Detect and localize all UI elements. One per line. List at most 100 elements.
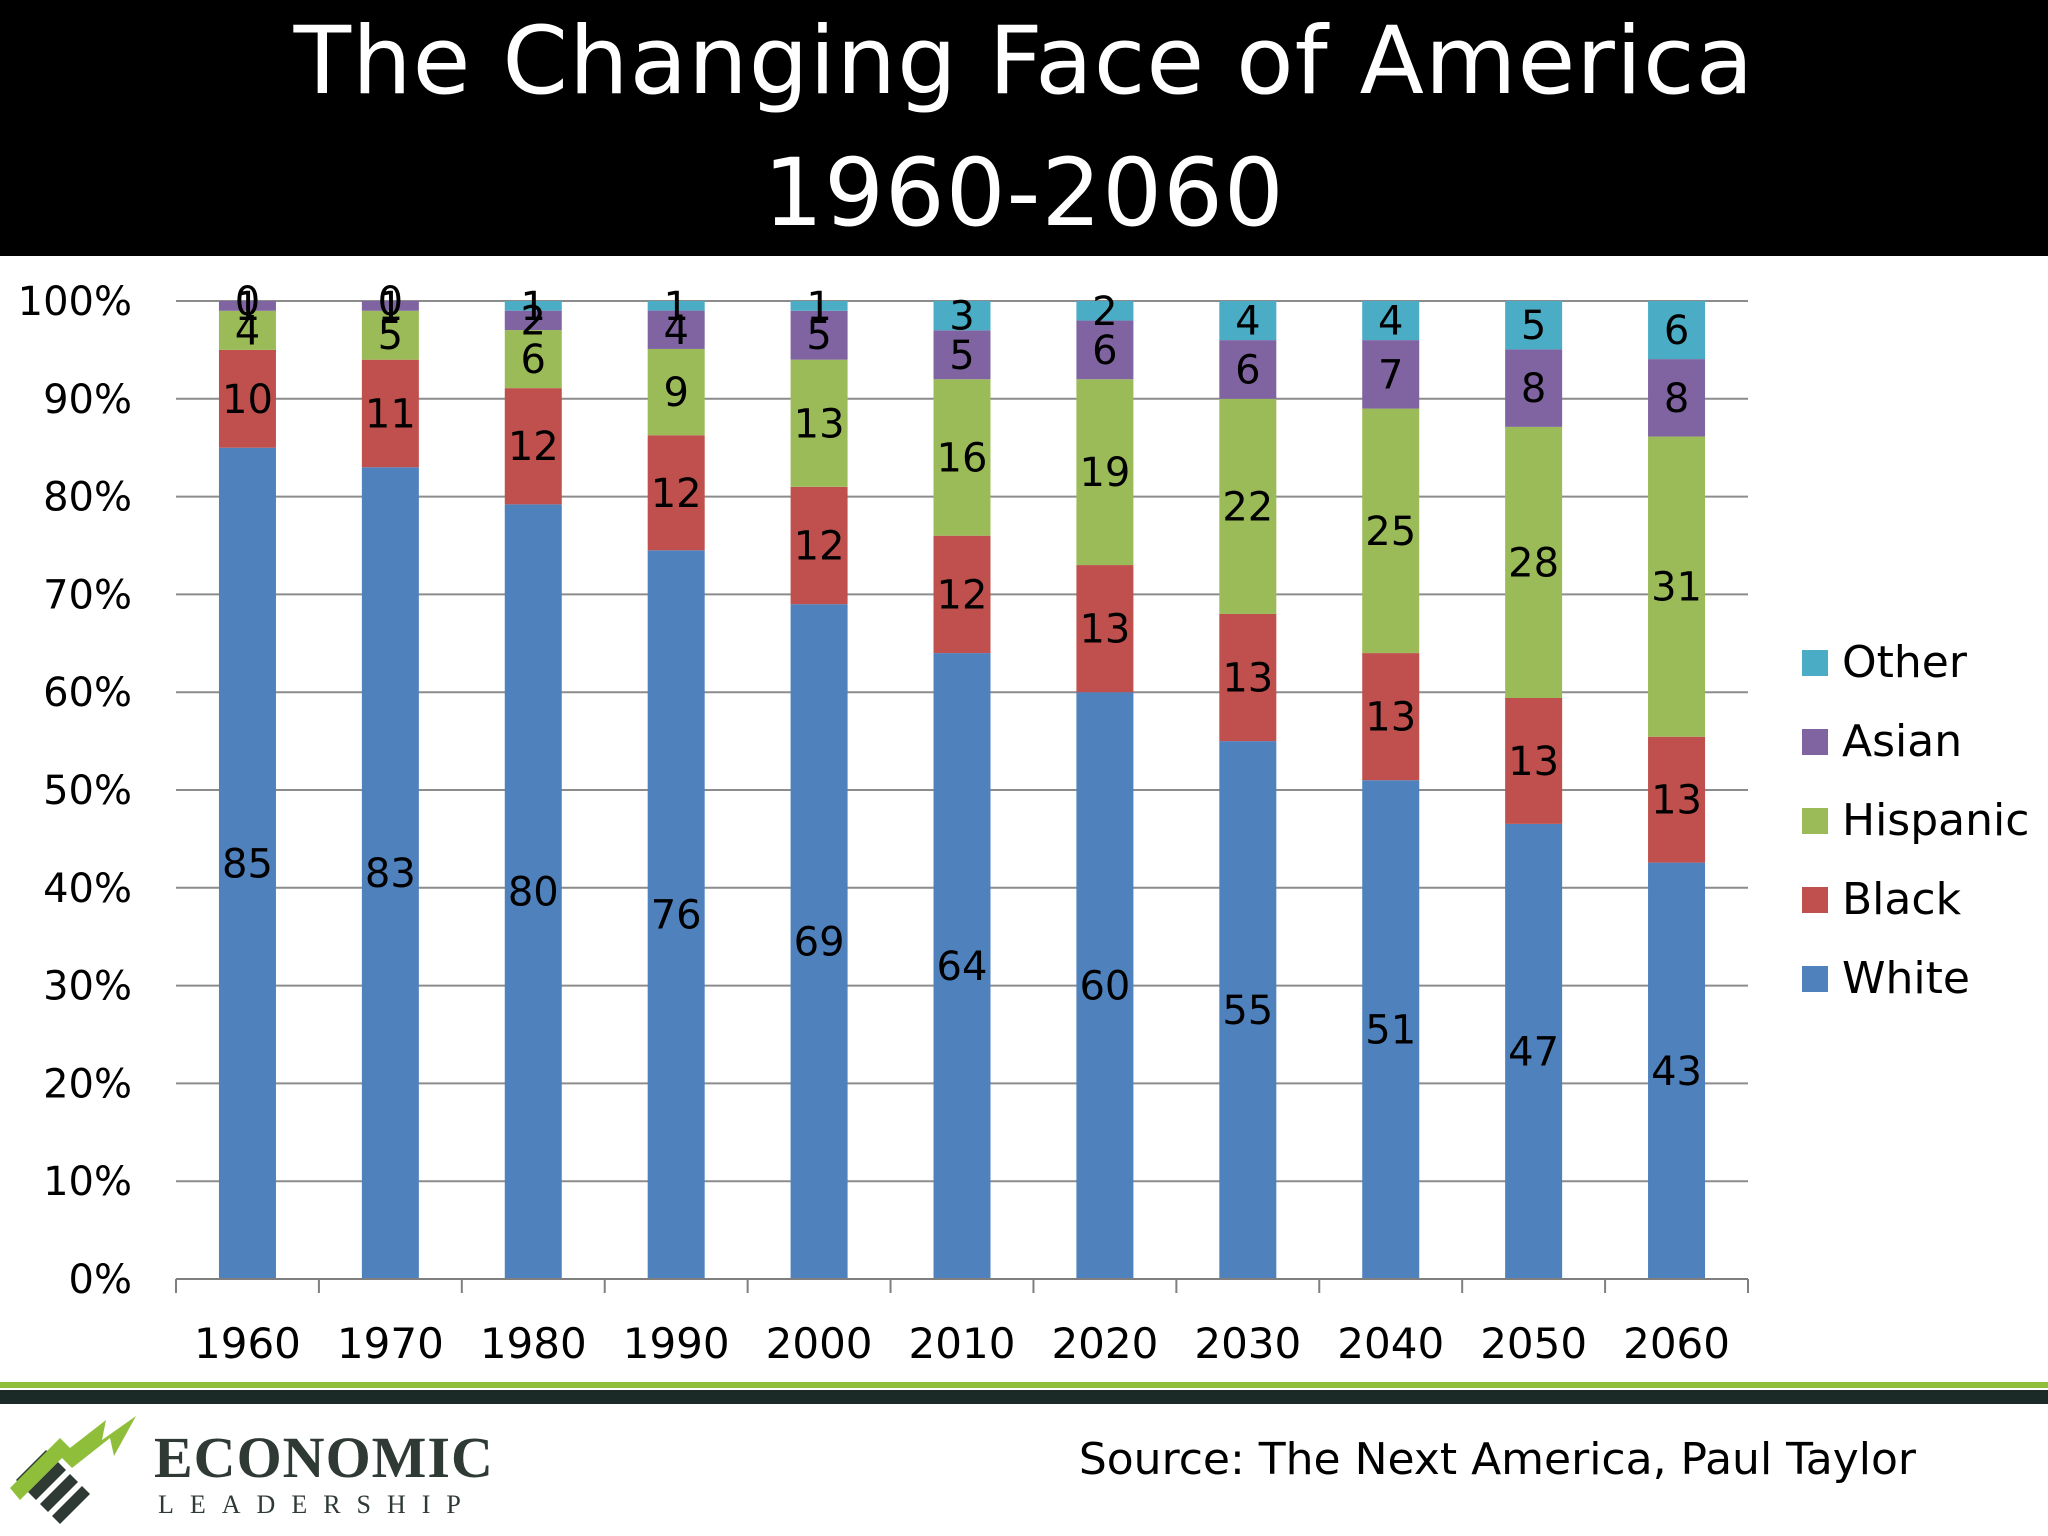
bar-segment-hispanic [1648,436,1706,737]
chart-title: The Changing Face of America [293,7,1755,116]
bar-segment-asian [218,301,276,311]
bar-segment-black [361,359,419,468]
bar-segment-other [1219,301,1277,341]
y-tick-label: 0% [69,1257,132,1303]
bar-segment-white [361,467,419,1279]
data-label-other: 4 [1235,299,1260,345]
x-tick-label: 2040 [1337,1319,1444,1368]
bar-segment-hispanic [1362,408,1420,654]
bar-segment-black [1505,698,1563,824]
x-axis-tick-labels: 1960 1970 1980 1990 2000 2010 2020 2030 2040 2050… [194,1319,1730,1368]
legend-swatch-other [1802,650,1828,676]
data-label-other: 0 [378,279,403,325]
bar-segment-white [1076,692,1134,1279]
data-label-black: 13 [1508,739,1559,785]
bar-segment-black [1219,613,1277,742]
bar-segment-hispanic [1219,398,1277,614]
x-tick-label: 1990 [623,1319,730,1368]
bar-segment-other [1362,301,1420,341]
bar-segment-white [504,504,562,1279]
data-label-black: 13 [1222,656,1273,702]
data-label-asian: 8 [1664,376,1689,422]
data-label-hispanic: 13 [794,401,845,447]
bar-segment-hispanic [504,330,562,389]
data-labels: 8510410831151080126217612941691213516412… [222,279,1702,1095]
bar-segment-black [1648,736,1706,863]
chart-subtitle: 1960-2060 [763,139,1285,248]
logo-subtitle: LEADERSHIP [158,1490,477,1519]
footer-accent-line [0,1382,2048,1388]
bar-segment-other [1076,301,1134,321]
bar-segment-hispanic [1076,379,1134,566]
data-label-other: 2 [1092,289,1117,335]
bar-segment-hispanic [218,310,276,350]
legend-swatch-white [1802,966,1828,992]
title-band: The Changing Face of America 1960-2060 [0,0,2048,256]
data-label-other: 1 [663,284,688,330]
data-label-white: 83 [365,851,416,897]
data-label-black: 12 [937,572,988,618]
data-label-white: 43 [1651,1049,1702,1095]
data-label-white: 80 [508,870,559,916]
bar-segment-asian [1648,359,1706,437]
bar-segment-hispanic [647,348,705,436]
logo-wordmark: ECONOMIC [154,1425,494,1490]
data-label-hispanic: 19 [1079,450,1130,496]
data-label-other: 1 [521,284,546,330]
x-tick-label: 2060 [1623,1319,1730,1368]
bar-segment-asian [790,310,848,360]
legend-label-black: Black [1842,874,1962,925]
data-label-hispanic: 16 [937,435,988,481]
data-label-asian: 6 [1092,328,1117,374]
bar-segment-black [218,349,276,448]
data-label-white: 47 [1508,1029,1559,1075]
bar-segment-white [647,550,705,1279]
y-axis-tick-labels: 0% 10% 20% 30% 40% 50% 60% 70% 80% 90% 100% [18,279,132,1303]
legend-label-other: Other [1842,637,1968,688]
data-label-other: 5 [1521,303,1546,349]
bar-segment-black [933,535,991,654]
data-label-asian: 5 [806,313,831,359]
footer-divider [0,1390,2048,1404]
data-label-asian: 8 [1521,366,1546,412]
legend-label-hispanic: Hispanic [1842,795,2029,846]
legend: Other Asian Hispanic Black White [1802,637,2029,1004]
legend-label-white: White [1842,953,1970,1004]
data-label-white: 60 [1079,964,1130,1010]
data-label-asian: 4 [663,308,688,354]
data-label-hispanic: 5 [378,313,403,359]
bar-segment-hispanic [361,310,419,360]
y-tick-label: 30% [43,964,132,1010]
bar-segment-white [1648,862,1706,1279]
source-note: Source: The Next America, Paul Taylor [1078,1434,1916,1485]
x-tick-label: 1970 [337,1319,444,1368]
y-tick-label: 50% [43,768,132,814]
bar-segment-asian [504,310,562,331]
bar-segment-black [1076,565,1134,693]
bar-segment-black [504,388,562,505]
bar-segment-other [504,301,562,311]
y-tick-label: 100% [18,279,132,325]
data-label-white: 76 [651,893,702,939]
data-label-asian: 1 [378,284,403,330]
legend-label-asian: Asian [1842,716,1962,767]
x-tick-label: 2000 [766,1319,873,1368]
data-label-hispanic: 9 [663,370,688,416]
bar-segment-other [1648,301,1706,360]
bar-segment-asian [361,301,419,311]
bar-segment-asian [1505,349,1563,427]
x-tick-label: 2020 [1051,1319,1158,1368]
bar-segment-hispanic [933,379,991,536]
bar-segment-hispanic [790,359,848,487]
data-label-other: 4 [1378,299,1403,345]
bar-segment-asian [933,330,991,380]
bar-segment-other [1505,301,1563,350]
bar-segment-white [1219,741,1277,1279]
bar-segment-white [933,653,991,1279]
x-tick-label: 1980 [480,1319,587,1368]
data-label-hispanic: 25 [1365,509,1416,555]
bar-segment-white [1505,823,1563,1279]
legend-swatch-hispanic [1802,808,1828,834]
economic-leadership-logo: ECONOMIC LEADERSHIP [6,1410,526,1530]
data-label-white: 51 [1365,1008,1416,1054]
